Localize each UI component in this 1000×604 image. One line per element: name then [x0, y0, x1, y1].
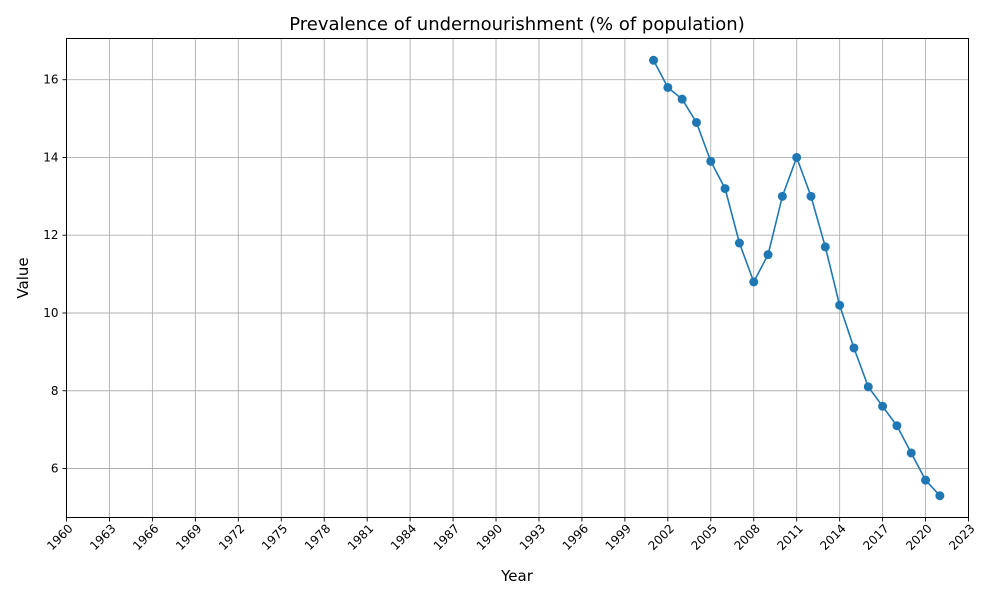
data-point: [720, 184, 730, 194]
y-tick-label: 10: [43, 306, 58, 320]
x-tick-label: 2008: [731, 521, 762, 552]
x-tick-label: 1984: [388, 521, 419, 552]
data-point: [892, 421, 902, 431]
y-tick-label: 12: [43, 228, 58, 242]
x-tick-label: 1978: [302, 521, 333, 552]
data-point: [835, 300, 845, 310]
x-tick-label: 1963: [87, 521, 118, 552]
y-axis-label: Value: [14, 257, 32, 298]
x-tick-label: 1990: [474, 521, 505, 552]
data-point: [935, 491, 945, 501]
x-tick-label: 1960: [44, 521, 75, 552]
y-tick-label: 6: [51, 462, 59, 476]
data-point: [820, 242, 830, 252]
x-tick-label: 1969: [173, 521, 204, 552]
x-tick-label: 2020: [903, 521, 934, 552]
x-tick-label: 2011: [774, 521, 805, 552]
data-point: [749, 277, 759, 287]
data-point: [792, 152, 802, 162]
x-tick-label: 1987: [431, 521, 462, 552]
x-tick-label: 2002: [646, 521, 677, 552]
x-tick-label: 2017: [860, 521, 891, 552]
x-tick-label: 1996: [560, 521, 591, 552]
series-layer: [649, 55, 945, 501]
x-tick-label: 1981: [345, 521, 376, 552]
plot-frame: [66, 38, 969, 518]
x-tick-label: 2014: [817, 521, 848, 552]
chart-title: Prevalence of undernourishment (% of pop…: [289, 14, 744, 35]
x-tick-label: 1999: [603, 521, 634, 552]
data-point: [906, 448, 916, 458]
data-point: [734, 238, 744, 248]
data-point: [878, 401, 888, 411]
data-point: [691, 117, 701, 127]
x-tick-label: 1975: [259, 521, 290, 552]
data-point: [921, 475, 931, 485]
y-tick-label: 8: [51, 384, 59, 398]
data-point: [806, 191, 816, 201]
data-point: [763, 250, 773, 260]
data-point: [677, 94, 687, 104]
data-point: [663, 82, 673, 92]
data-point: [777, 191, 787, 201]
data-point: [706, 156, 716, 166]
data-point: [649, 55, 659, 65]
grid: [66, 38, 969, 518]
x-tick-label: 1993: [517, 521, 548, 552]
x-tick-label: 2023: [946, 521, 977, 552]
x-axis-label: Year: [500, 567, 534, 585]
data-point: [863, 382, 873, 392]
x-tick-label: 2005: [688, 521, 719, 552]
y-tick-label: 16: [43, 73, 58, 87]
data-point: [849, 343, 859, 353]
x-tick-label: 1966: [130, 521, 161, 552]
y-tick-label: 14: [43, 150, 58, 164]
x-tick-label: 1972: [216, 521, 247, 552]
